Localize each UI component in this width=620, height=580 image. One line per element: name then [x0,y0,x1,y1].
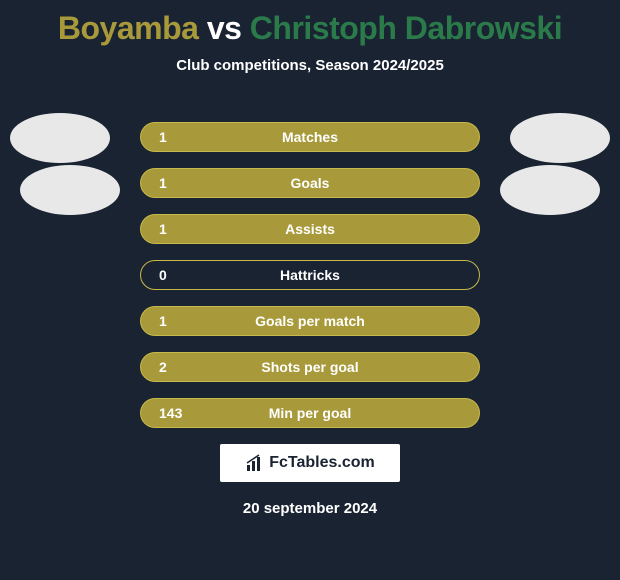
stat-value: 2 [159,359,167,375]
subtitle: Club competitions, Season 2024/2025 [0,57,620,74]
player1-name: Boyamba [58,10,199,46]
logo-box: FcTables.com [220,444,400,482]
stat-value: 1 [159,221,167,237]
stats-container: 1Matches1Goals1Assists0Hattricks1Goals p… [140,122,480,444]
player2-name: Christoph Dabrowski [250,10,562,46]
stat-value: 143 [159,405,182,421]
player1-club-avatar [20,165,120,215]
stat-row: 1Goals [140,168,480,198]
logo-text: FcTables.com [269,454,375,472]
stat-label: Assists [141,221,479,237]
stat-label: Shots per goal [141,359,479,375]
stat-label: Goals per match [141,313,479,329]
stat-value: 1 [159,313,167,329]
player2-avatar [510,113,610,163]
stat-row: 1Matches [140,122,480,152]
chart-icon [245,453,265,473]
stat-row: 1Assists [140,214,480,244]
stat-row: 1Goals per match [140,306,480,336]
stat-label: Hattricks [141,267,479,283]
stat-value: 1 [159,129,167,145]
comparison-title: Boyamba vs Christoph Dabrowski [0,0,620,47]
stat-label: Matches [141,129,479,145]
player2-club-avatar [500,165,600,215]
vs-text: vs [207,10,242,46]
stat-row: 0Hattricks [140,260,480,290]
player1-avatar [10,113,110,163]
stat-row: 143Min per goal [140,398,480,428]
date-text: 20 september 2024 [0,500,620,517]
stat-value: 1 [159,175,167,191]
stat-row: 2Shots per goal [140,352,480,382]
stat-value: 0 [159,267,167,283]
stat-label: Goals [141,175,479,191]
stat-label: Min per goal [141,405,479,421]
